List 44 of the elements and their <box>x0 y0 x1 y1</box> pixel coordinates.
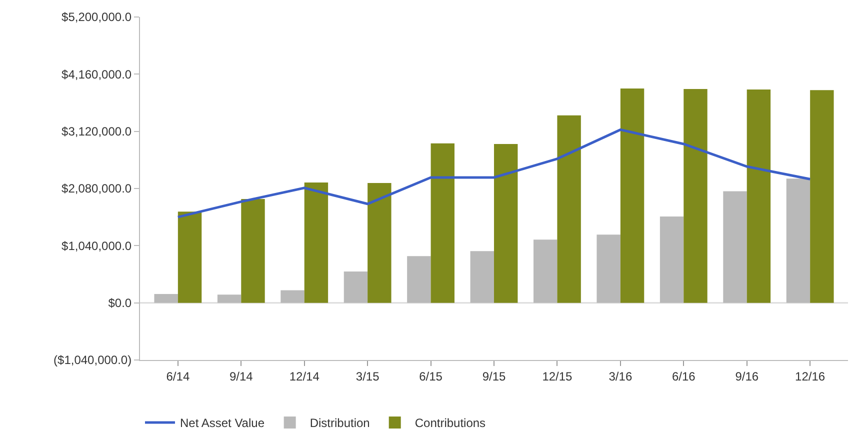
x-tick-label: 12/15 <box>542 369 573 384</box>
bar <box>723 191 747 303</box>
bar <box>344 272 368 303</box>
x-tick-label: 12/14 <box>289 369 320 384</box>
y-tick-label: $3,120,000.0 <box>62 124 132 139</box>
bar <box>746 90 771 303</box>
bar <box>684 89 708 303</box>
x-tick-label: 12/16 <box>795 369 826 384</box>
bar <box>154 294 178 303</box>
bar <box>280 290 304 303</box>
bar <box>470 251 494 303</box>
x-tick-label: 9/16 <box>735 369 759 384</box>
x-tick-label: 3/15 <box>356 369 380 384</box>
y-tick-label: $1,040,000.0 <box>62 238 132 253</box>
x-tick-label: 9/14 <box>229 369 254 384</box>
legend-label: Contributions <box>414 416 486 430</box>
x-tick-label: 6/15 <box>419 369 443 384</box>
legend-label: Net Asset Value <box>180 416 265 430</box>
bar <box>217 294 242 303</box>
bar <box>494 144 518 303</box>
bar <box>660 216 684 303</box>
bar <box>534 240 558 303</box>
bar <box>786 178 810 303</box>
bar <box>810 90 834 303</box>
x-tick-label: 9/15 <box>482 369 506 384</box>
bar <box>368 183 392 303</box>
bar <box>304 182 328 303</box>
bar <box>596 234 620 303</box>
y-tick-label: ($1,040,000.0) <box>54 353 132 368</box>
bar <box>430 143 454 303</box>
x-tick-label: 6/16 <box>672 369 696 384</box>
y-tick-label: $4,160,000.0 <box>62 67 132 82</box>
x-tick-label: 6/14 <box>166 369 190 384</box>
bar <box>620 88 644 303</box>
y-tick-label: $2,080,000.0 <box>62 182 132 196</box>
bar <box>241 198 265 303</box>
x-tick-label: 3/16 <box>608 369 632 384</box>
line-series <box>176 128 812 218</box>
y-tick-label: $5,200,000.0 <box>62 10 132 24</box>
bar <box>407 256 431 303</box>
bar <box>557 115 581 303</box>
legend-label: Distribution <box>310 416 370 430</box>
y-tick-label: $0.0 <box>108 296 132 310</box>
bar <box>178 212 202 303</box>
